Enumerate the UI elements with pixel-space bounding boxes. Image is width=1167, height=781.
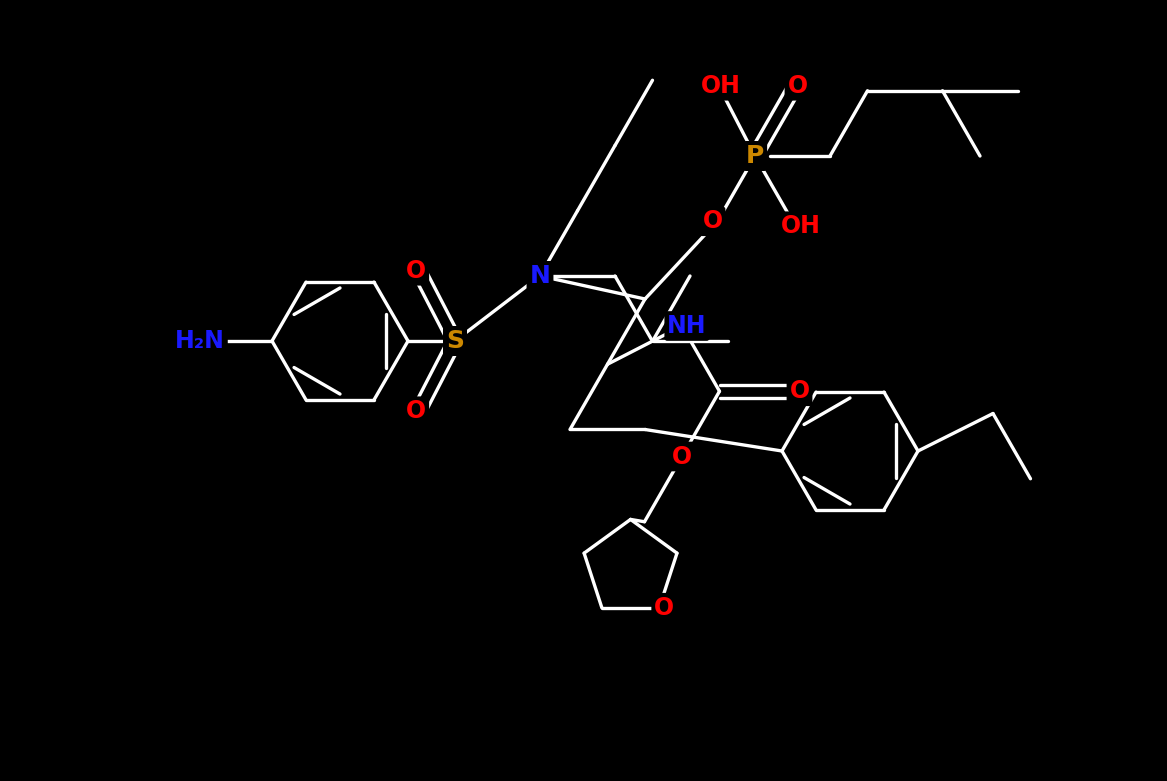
Text: H₂N: H₂N bbox=[175, 329, 225, 353]
Text: O: O bbox=[788, 73, 808, 98]
Text: N: N bbox=[530, 264, 551, 288]
Text: NH: NH bbox=[668, 314, 707, 338]
Text: O: O bbox=[406, 399, 426, 423]
Text: OH: OH bbox=[701, 73, 741, 98]
Text: O: O bbox=[406, 259, 426, 283]
Text: O: O bbox=[655, 596, 675, 620]
Text: O: O bbox=[672, 444, 692, 469]
Text: O: O bbox=[789, 380, 810, 403]
Text: OH: OH bbox=[781, 214, 820, 238]
Text: P: P bbox=[746, 144, 764, 168]
Text: S: S bbox=[446, 329, 464, 353]
Text: O: O bbox=[703, 209, 722, 234]
